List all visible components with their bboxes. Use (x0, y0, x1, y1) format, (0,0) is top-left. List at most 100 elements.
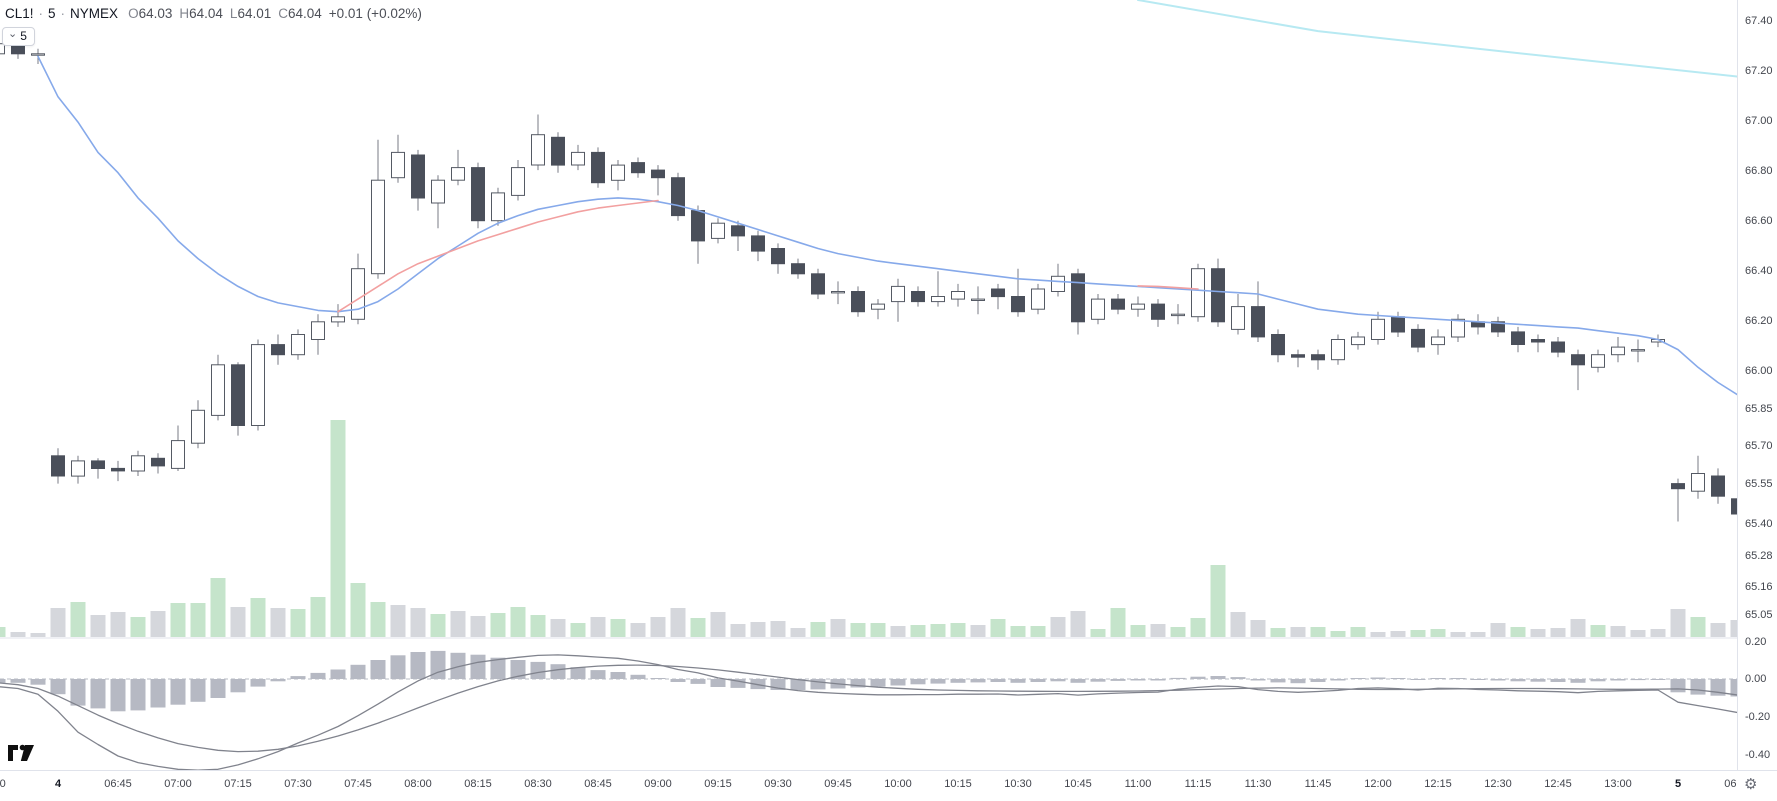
time-axis-label: 10:30 (1004, 778, 1032, 790)
candle-body (1391, 316, 1405, 333)
volume-bar (930, 624, 946, 637)
candle-body (1551, 341, 1565, 353)
candle-body (1451, 318, 1465, 338)
candle-body (1211, 268, 1225, 323)
interval-dropdown-chip[interactable]: ⌄ 5 (2, 27, 35, 46)
volume-bar (50, 608, 66, 637)
macd-histogram-bar (130, 679, 146, 711)
macd-histogram-bar (1390, 678, 1406, 679)
volume-bar (1650, 629, 1666, 637)
separator-dot: · (38, 5, 44, 21)
time-axis-label: 11:00 (1124, 778, 1152, 790)
candle-body (1631, 349, 1645, 352)
macd-histogram-bar (890, 679, 906, 686)
time-axis-label: 07:45 (344, 778, 372, 790)
macd-histogram-bar (610, 672, 626, 679)
chevron-down-icon: ⌄ (8, 28, 18, 40)
volume-bar (990, 619, 1006, 637)
time-axis-label: 08:45 (584, 778, 612, 790)
macd-histogram-bar (10, 679, 26, 683)
volume-bar (770, 621, 786, 637)
candle-body (891, 285, 905, 303)
candle-body (1091, 298, 1105, 320)
candle-body (871, 303, 885, 310)
macd-histogram-bar (770, 679, 786, 690)
volume-bar (890, 626, 906, 637)
macd-histogram-bar (630, 674, 646, 679)
macd-histogram-bar (1730, 679, 1737, 697)
candle-body (1191, 268, 1205, 318)
cyan-ma-line (1137, 0, 1737, 78)
candle-body (371, 179, 385, 275)
separator-dot: · (60, 5, 66, 21)
macd-histogram-bar (1330, 679, 1346, 681)
candle-body (311, 321, 325, 340)
price-axis-label: 65.55 (1745, 478, 1773, 490)
macd-histogram-bar (570, 667, 586, 679)
candle-body (1731, 498, 1737, 515)
macd-signal-line (0, 664, 1737, 753)
candle-body (171, 440, 185, 469)
macd-histogram-bar (1050, 679, 1066, 682)
price-axis-label: 65.70 (1745, 440, 1773, 452)
candle-body (751, 235, 765, 252)
price-axis-label: 66.60 (1745, 215, 1773, 227)
macd-histogram-bar (1530, 679, 1546, 682)
close-label: C (278, 5, 288, 21)
volume-bar (450, 611, 466, 637)
candle-body (71, 460, 85, 477)
candle-body (771, 248, 785, 265)
volume-bar (1510, 627, 1526, 637)
symbol-name[interactable]: CL1! (5, 5, 34, 21)
time-axis-label: 12:30 (1484, 778, 1512, 790)
blue-ma-line (37, 55, 1737, 396)
macd-histogram-bar (210, 679, 226, 698)
candle-body (711, 222, 725, 239)
time-axis[interactable]: 13:00 4 06:45 07:00 07:15 07:30 07:45 08:00 08:1… (0, 770, 1777, 801)
volume-bar (630, 623, 646, 637)
time-axis-label: 11:30 (1244, 778, 1272, 790)
macd-histogram-bar (390, 655, 406, 680)
time-axis-label: 12:00 (1364, 778, 1392, 790)
symbol-interval[interactable]: 5 (48, 5, 56, 21)
time-axis-label: 10:15 (944, 778, 972, 790)
volume-bar (1210, 565, 1226, 637)
price-axis-label: -0.40 (1745, 749, 1771, 761)
macd-histogram-bar (110, 679, 126, 712)
candle-body (1711, 475, 1725, 497)
time-axis-label: 08:00 (404, 778, 432, 790)
price-change: +0.01 (+0.02%) (328, 5, 422, 21)
candle-body (471, 167, 485, 222)
tradingview-logo[interactable] (8, 740, 38, 762)
candle-body (431, 179, 445, 204)
macd-histogram-bar (1090, 679, 1106, 682)
time-axis-label: 12:15 (1424, 778, 1452, 790)
macd-histogram-bar (1150, 679, 1166, 681)
volume-bar (150, 611, 166, 637)
volume-bar (250, 598, 266, 637)
gear-icon[interactable]: ⚙ (1744, 776, 1758, 793)
macd-histogram-bar (150, 679, 166, 708)
macd-histogram-bar (1210, 676, 1226, 679)
volume-bar (1270, 628, 1286, 637)
macd-histogram-bar (1290, 679, 1306, 684)
price-axis[interactable]: 67.40 67.20 67.00 66.80 66.60 66.40 66.20 66.00… (1737, 0, 1777, 770)
high-value: 64.04 (189, 5, 223, 21)
symbol-legend[interactable]: CL1! · 5 · NYMEX O64.03 H64.04 L64.01 C6… (5, 4, 422, 22)
candlestick-chart-canvas[interactable] (0, 0, 1737, 770)
macd-histogram-bar (1130, 679, 1146, 681)
volume-bar (1610, 626, 1626, 637)
chart-plot-area[interactable] (0, 0, 1737, 770)
volume-bar (1430, 629, 1446, 637)
candle-body (111, 467, 125, 472)
volume-bar (1230, 612, 1246, 637)
price-axis-label: 66.80 (1745, 165, 1773, 177)
macd-histogram-bar (850, 679, 866, 688)
volume-bar (870, 623, 886, 637)
macd-histogram-bar (910, 679, 926, 685)
volume-bar (730, 624, 746, 637)
volume-bar (210, 578, 226, 637)
macd-histogram-bar (0, 679, 6, 683)
macd-histogram-bar (370, 660, 386, 679)
